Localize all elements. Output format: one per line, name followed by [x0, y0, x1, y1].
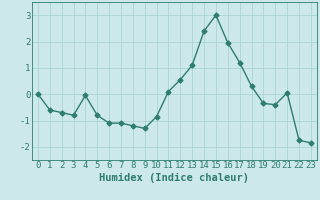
X-axis label: Humidex (Indice chaleur): Humidex (Indice chaleur): [100, 173, 249, 183]
